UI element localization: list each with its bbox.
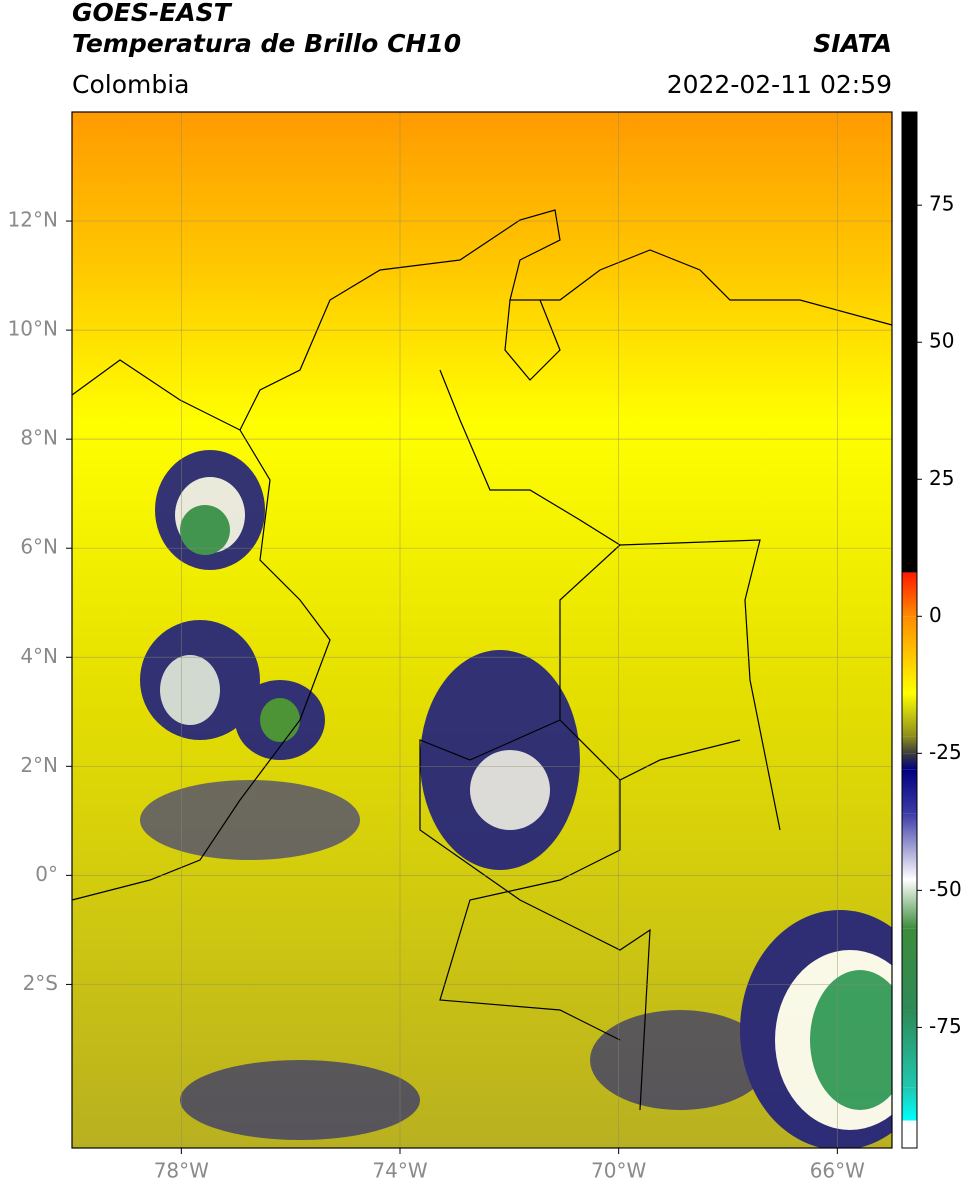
datetime: 2022-02-11 02:59 <box>667 70 892 99</box>
y-tick-label: 4°N <box>20 644 58 668</box>
colorbar-tick-label: 25 <box>929 466 954 490</box>
colorbar-segment <box>902 879 917 929</box>
colorbar-tick-label: -75 <box>929 1014 962 1038</box>
y-tick-label: 6°N <box>20 535 58 559</box>
colorbar-segment <box>902 928 917 1011</box>
x-tick-label: 74°W <box>372 1159 427 1183</box>
colorbar-segment <box>902 693 917 737</box>
colorbar-tick-label: 0 <box>929 603 942 627</box>
subtitle: Temperatura de Brillo CH10 <box>72 29 461 58</box>
y-tick-label: 8°N <box>20 426 58 450</box>
colorbar-segment <box>902 769 917 814</box>
colorbar-segment <box>902 1087 917 1121</box>
title: GOES-EAST <box>72 0 233 27</box>
y-tick-label: 2°N <box>20 753 58 777</box>
colorbar-tick-label: 50 <box>929 329 954 353</box>
colorbar-segment <box>902 813 917 880</box>
x-tick-label: 70°W <box>591 1159 646 1183</box>
colorbar-segment <box>902 616 917 694</box>
colorbar-tick-label: -25 <box>929 740 962 764</box>
colorbar-segment <box>902 1120 917 1148</box>
y-tick-label: 10°N <box>8 317 58 341</box>
colorbar-segment <box>902 736 917 754</box>
map-image <box>72 112 892 1148</box>
clouds <box>140 450 892 1148</box>
colorbar-frame <box>901 111 918 1149</box>
colorbar-tick-label: 75 <box>929 192 954 216</box>
colorbar-segment <box>902 753 917 770</box>
x-tick-label: 78°W <box>154 1159 209 1183</box>
colorbar-segment <box>902 112 917 573</box>
y-tick-label: 12°N <box>8 208 58 232</box>
y-tick-label: 0° <box>35 862 58 886</box>
borders <box>72 209 892 1111</box>
colorbar-segment <box>902 572 917 617</box>
source: SIATA <box>813 29 892 58</box>
colorbar-segment <box>902 1010 917 1088</box>
map-frame <box>71 111 893 1149</box>
colorbar-tick-label: -50 <box>929 877 962 901</box>
region: Colombia <box>72 70 189 99</box>
x-tick-label: 66°W <box>810 1159 865 1183</box>
y-tick-label: 2°S <box>23 971 58 995</box>
